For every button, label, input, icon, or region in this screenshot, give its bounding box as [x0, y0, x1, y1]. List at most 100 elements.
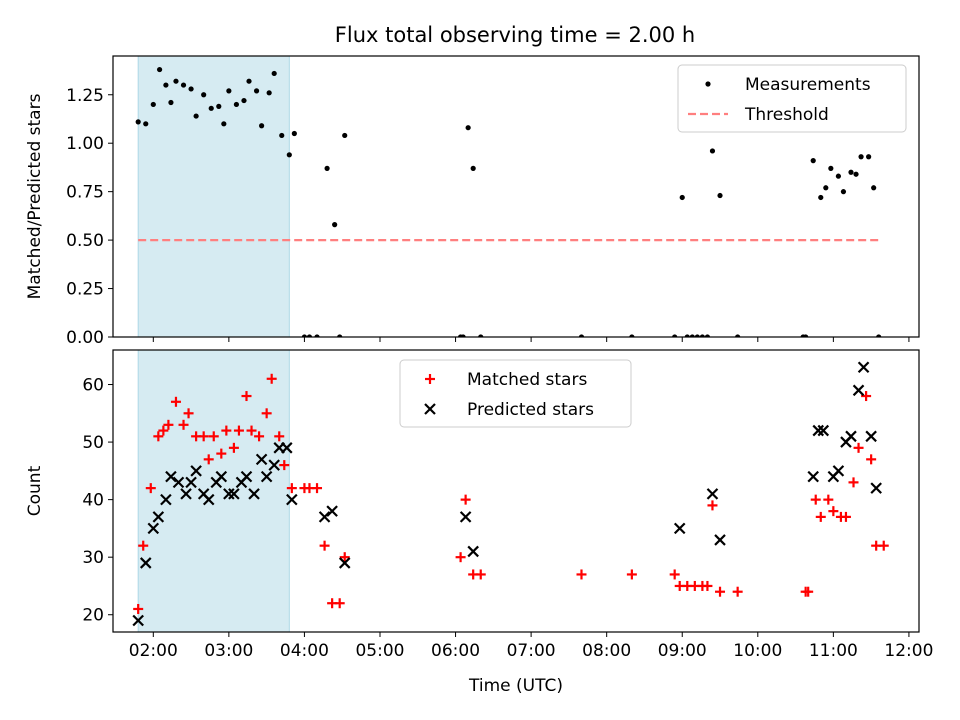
predicted-point-b	[223, 488, 235, 500]
predicted-point	[286, 493, 298, 506]
predicted-point	[132, 614, 144, 627]
predicted-point-b	[281, 442, 293, 454]
legend-swatch	[705, 81, 711, 87]
predicted-point-b	[255, 453, 268, 466]
predicted-point	[467, 545, 479, 558]
data-point	[689, 334, 695, 337]
matched-point	[626, 569, 637, 580]
matched-point	[261, 408, 272, 419]
data-point	[823, 185, 829, 191]
predicted-point-b	[215, 470, 228, 483]
series-measurements	[135, 66, 882, 337]
data-point	[699, 334, 705, 337]
legend-box	[677, 64, 907, 133]
predicted-point-b	[714, 534, 726, 546]
data-point	[246, 78, 252, 84]
data-point	[279, 132, 285, 139]
predicted-point	[832, 465, 845, 477]
data-point	[233, 101, 240, 108]
predicted-point-b	[318, 511, 331, 523]
data-point	[818, 194, 824, 201]
data-point	[173, 78, 179, 84]
predicted-point	[865, 430, 877, 443]
predicted-point	[255, 453, 268, 466]
predicted-point-b	[467, 545, 479, 558]
plot-area	[132, 350, 889, 632]
data-point	[301, 334, 308, 337]
data-point	[866, 154, 872, 160]
matched-point	[254, 431, 265, 442]
plot-area	[135, 56, 882, 337]
matched-point	[170, 396, 181, 407]
predicted-point-b	[286, 493, 298, 506]
predicted-point	[281, 442, 293, 454]
matched-point	[732, 586, 743, 597]
data-point	[848, 169, 854, 175]
predicted-point	[706, 488, 719, 500]
matched-point	[246, 425, 257, 436]
predicted-point-b	[240, 470, 253, 483]
matched-point	[266, 373, 277, 384]
data-point	[470, 165, 476, 171]
matched-point	[286, 483, 297, 494]
predicted-point	[852, 384, 865, 397]
predicted-point-b	[190, 465, 202, 477]
matched-point	[715, 586, 726, 597]
y-tick-label: 1.25	[66, 86, 104, 106]
x-axis-label: Time (UTC)	[468, 676, 563, 696]
matched-point	[475, 569, 486, 580]
legend-swatch-b	[424, 403, 436, 415]
predicted-point	[714, 534, 726, 546]
predicted-point	[326, 505, 338, 517]
predicted-point-b	[260, 470, 273, 483]
data-point	[180, 82, 187, 88]
matched-point	[828, 506, 839, 517]
predicted-point-b	[197, 488, 210, 500]
data-point	[679, 194, 685, 201]
data-point	[629, 334, 635, 337]
x-tick-label: 03:00	[204, 641, 253, 661]
data-point	[709, 148, 716, 154]
data-point	[188, 86, 194, 92]
y-tick-label: 0.25	[66, 280, 104, 300]
data-point	[156, 66, 163, 73]
x-tick-label: 06:00	[431, 641, 480, 661]
data-point	[135, 119, 141, 125]
data-point	[314, 334, 320, 337]
matched-point	[866, 454, 877, 465]
observing-span	[137, 350, 290, 632]
data-point	[286, 152, 292, 158]
data-point	[876, 334, 882, 337]
matched-point	[669, 569, 680, 580]
data-point	[253, 88, 260, 94]
data-point	[168, 99, 174, 106]
data-point	[803, 334, 809, 337]
matched-point	[853, 442, 864, 453]
x-tick-label: 02:00	[129, 641, 178, 661]
matched-point	[279, 460, 290, 471]
legend-label: Measurements	[745, 75, 871, 95]
y-tick-label: 30	[82, 548, 104, 568]
chart-title: Flux total observing time = 2.00 h	[335, 23, 695, 47]
matched-point	[145, 483, 156, 494]
predicted-point	[857, 361, 870, 374]
bottom-panel: 20 30 40 50 60 02:00 03:00 04:00 05:00 06:00 07:00…	[25, 349, 933, 696]
data-point	[871, 185, 877, 191]
matched-point	[848, 477, 859, 488]
matched-point	[153, 431, 164, 442]
predicted-point-b	[832, 465, 845, 477]
predicted-point	[338, 557, 351, 569]
data-point	[266, 90, 272, 96]
predicted-point-b	[147, 522, 160, 535]
axes-frame	[112, 55, 920, 338]
matched-point	[208, 431, 219, 442]
predicted-point-b	[870, 482, 882, 494]
predicted-point-b	[865, 430, 877, 443]
matched-point	[707, 500, 718, 511]
predicted-point-b	[185, 476, 197, 489]
data-point	[259, 123, 265, 129]
observing-span	[137, 56, 290, 337]
matched-point	[228, 442, 239, 453]
data-point	[478, 334, 484, 337]
predicted-point-b	[172, 476, 185, 489]
